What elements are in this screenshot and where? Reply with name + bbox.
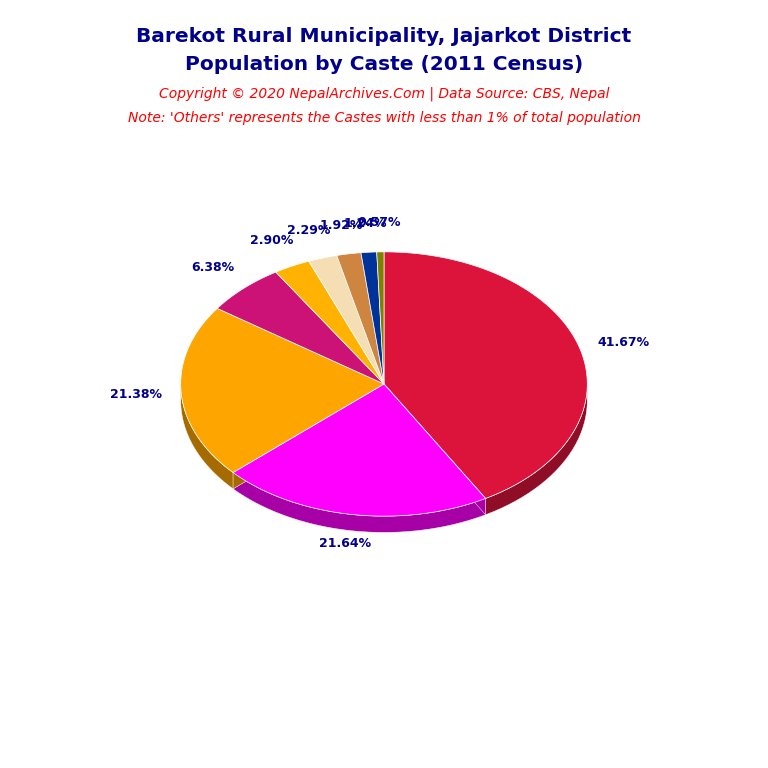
PathPatch shape bbox=[309, 256, 384, 384]
PathPatch shape bbox=[377, 252, 384, 384]
Polygon shape bbox=[384, 384, 485, 515]
Text: Population by Caste (2011 Census): Population by Caste (2011 Census) bbox=[185, 55, 583, 74]
Text: 6.38%: 6.38% bbox=[191, 261, 234, 274]
Legend: Chhetri (7,536), Kami (3,913), Thakuri (3,866), Magar (1,153), Sarki (525), Dama: Chhetri (7,536), Kami (3,913), Thakuri (… bbox=[118, 763, 650, 768]
Text: Note: 'Others' represents the Castes with less than 1% of total population: Note: 'Others' represents the Castes wit… bbox=[127, 111, 641, 124]
Text: 21.64%: 21.64% bbox=[319, 537, 372, 550]
Polygon shape bbox=[233, 384, 384, 488]
PathPatch shape bbox=[336, 253, 384, 384]
Text: 2.29%: 2.29% bbox=[287, 223, 331, 237]
Text: 1.92%: 1.92% bbox=[319, 219, 362, 232]
PathPatch shape bbox=[276, 261, 384, 384]
Text: 21.38%: 21.38% bbox=[111, 388, 163, 401]
Text: Barekot Rural Municipality, Jajarkot District: Barekot Rural Municipality, Jajarkot Dis… bbox=[137, 27, 631, 46]
PathPatch shape bbox=[217, 272, 384, 384]
Polygon shape bbox=[180, 385, 233, 488]
Polygon shape bbox=[384, 384, 485, 515]
Text: 0.57%: 0.57% bbox=[358, 217, 402, 230]
Polygon shape bbox=[485, 388, 588, 515]
PathPatch shape bbox=[384, 252, 588, 498]
Text: 1.24%: 1.24% bbox=[344, 217, 387, 230]
Text: 41.67%: 41.67% bbox=[598, 336, 650, 349]
PathPatch shape bbox=[180, 309, 384, 472]
Polygon shape bbox=[233, 472, 485, 532]
PathPatch shape bbox=[233, 384, 485, 516]
Polygon shape bbox=[233, 384, 384, 488]
PathPatch shape bbox=[361, 252, 384, 384]
Text: Copyright © 2020 NepalArchives.Com | Data Source: CBS, Nepal: Copyright © 2020 NepalArchives.Com | Dat… bbox=[159, 86, 609, 101]
Text: 2.90%: 2.90% bbox=[250, 233, 293, 247]
